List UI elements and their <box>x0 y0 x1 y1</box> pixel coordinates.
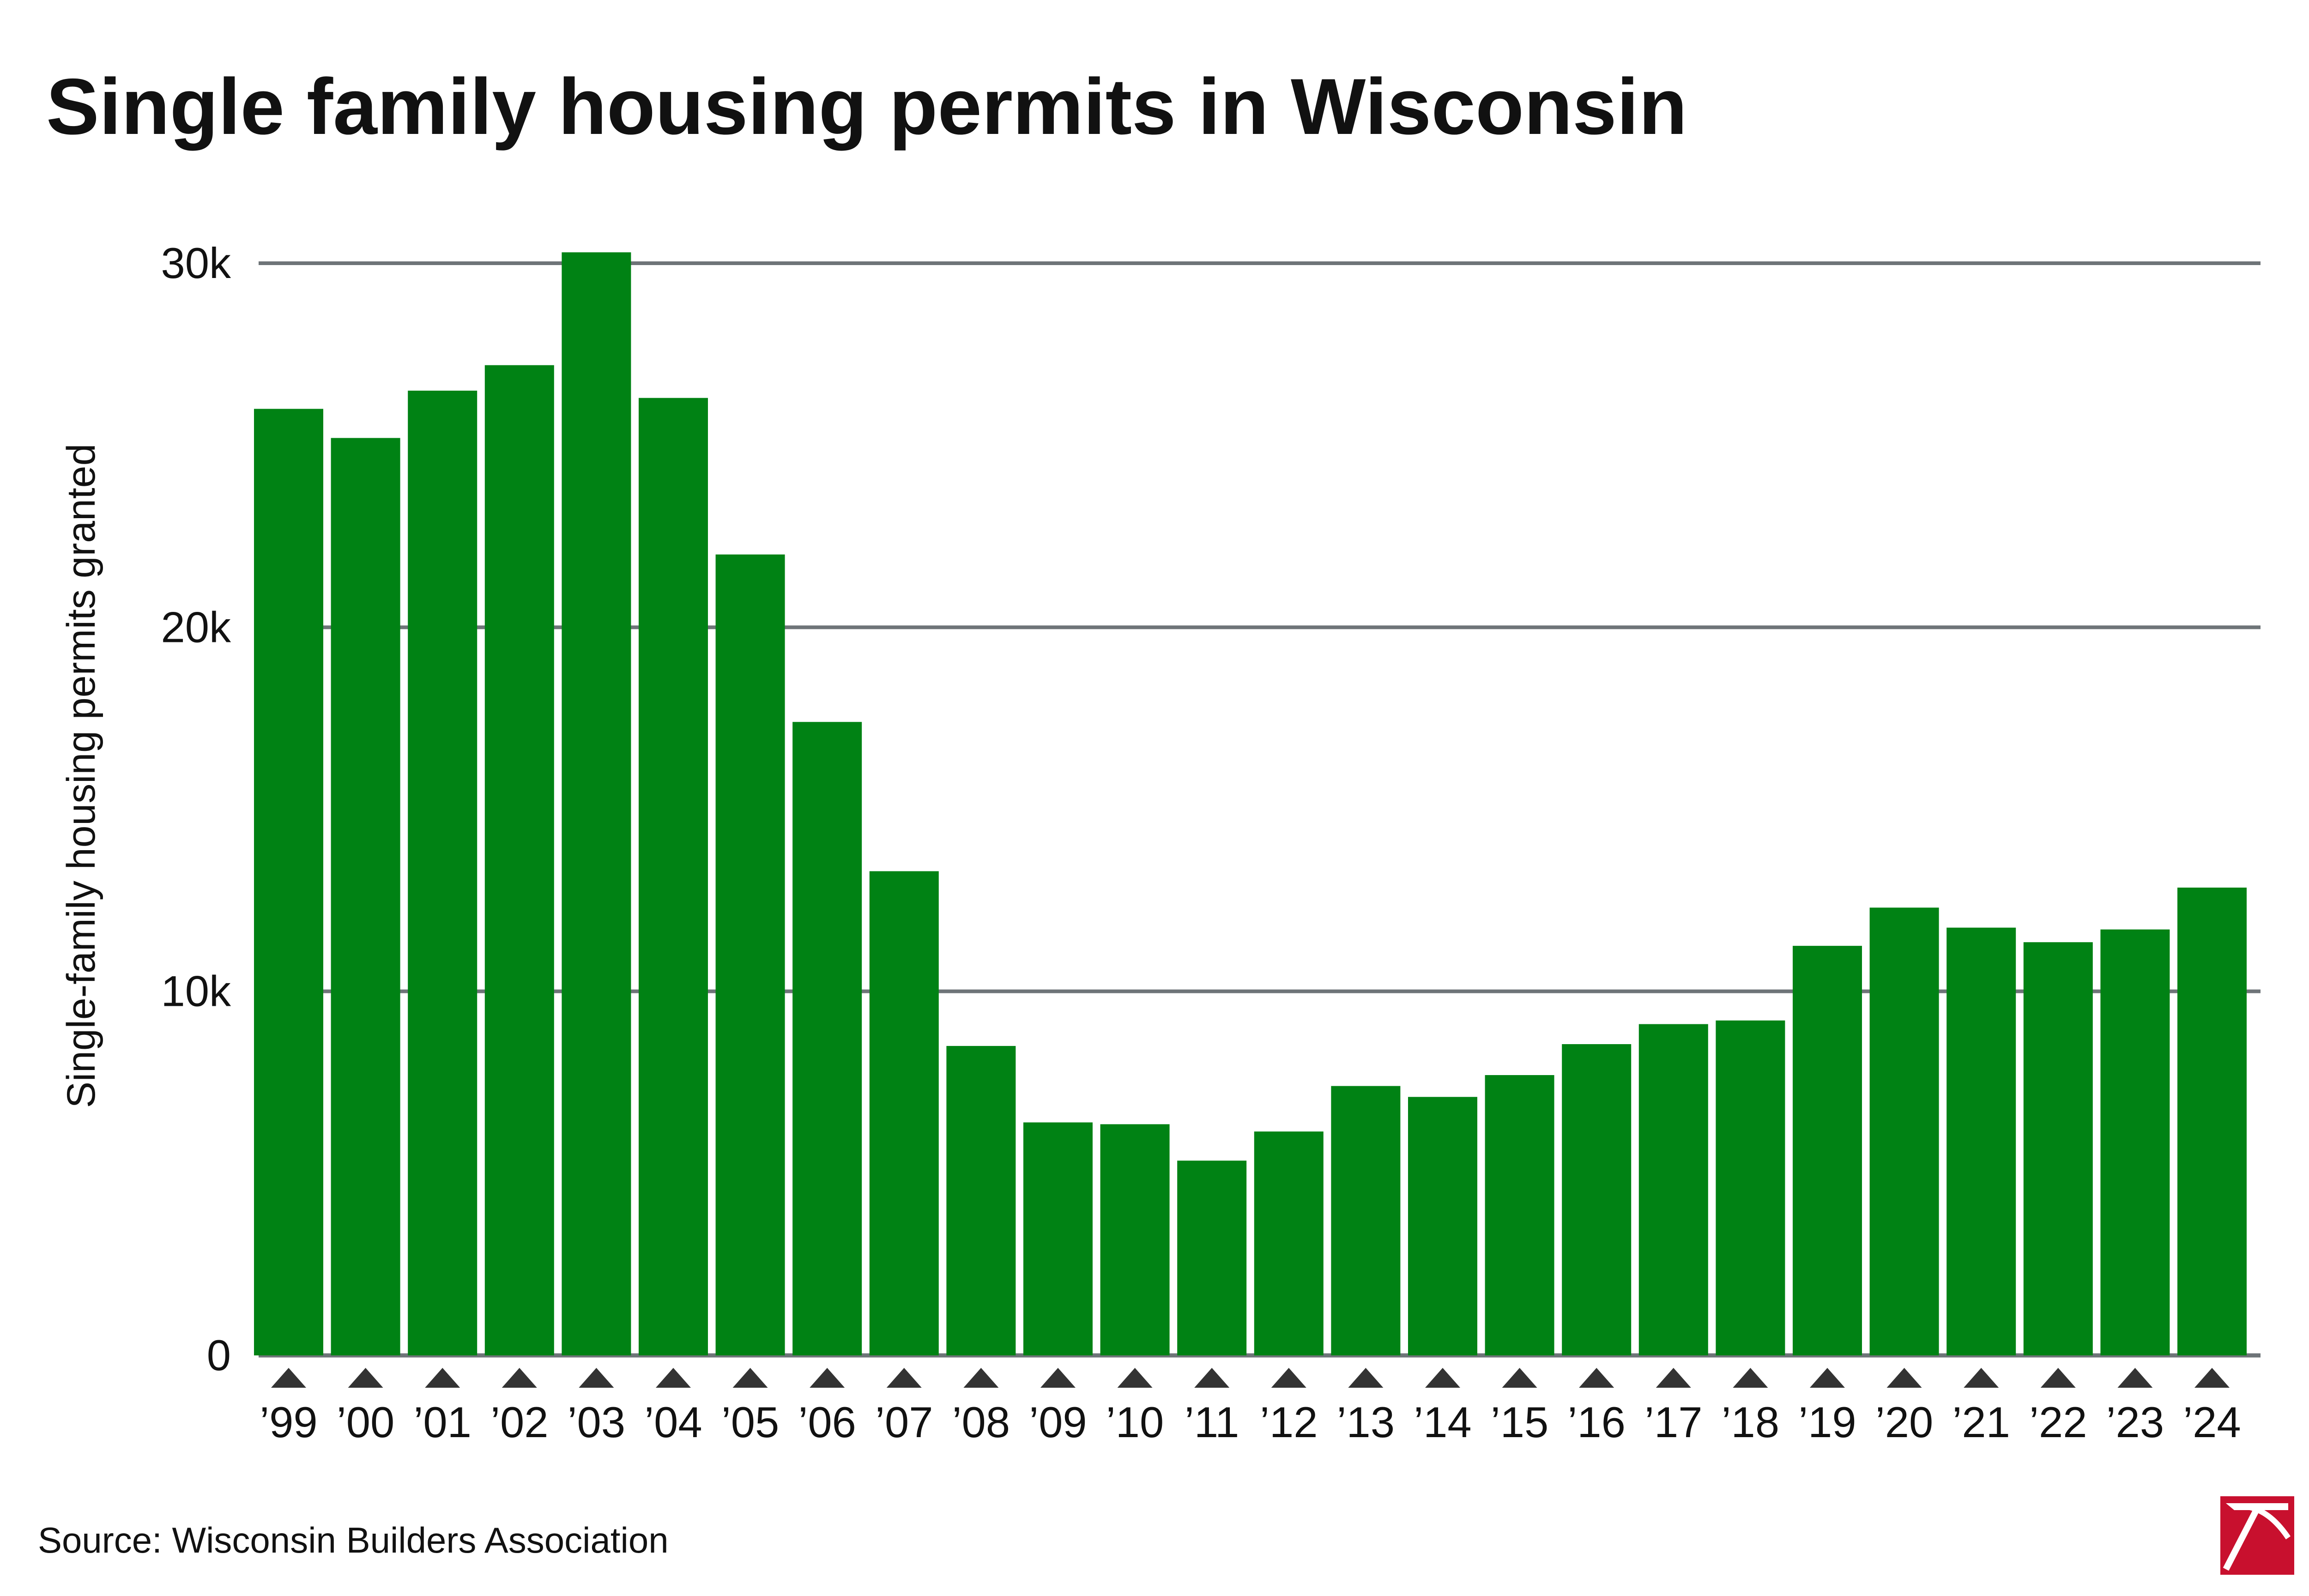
x-tick-label: ’21 <box>1952 1398 2010 1446</box>
x-tick-marker <box>1425 1368 1460 1388</box>
x-tick-label: ’24 <box>2183 1398 2241 1446</box>
x-tick-marker <box>1348 1368 1384 1388</box>
x-tick-label: ’19 <box>1798 1398 1856 1446</box>
x-tick-label: ’10 <box>1106 1398 1164 1446</box>
x-tick-marker <box>1656 1368 1691 1388</box>
bar <box>2100 929 2170 1355</box>
bar <box>562 252 631 1355</box>
bar <box>792 722 862 1355</box>
x-tick-label: ’12 <box>1260 1398 1318 1446</box>
x-tick-label: ’14 <box>1414 1398 1471 1446</box>
bar <box>946 1046 1016 1355</box>
x-tick-marker <box>1040 1368 1076 1388</box>
bar <box>1716 1020 1785 1355</box>
x-tick-label: ’06 <box>798 1398 856 1446</box>
bar <box>639 398 708 1355</box>
x-tick-label: ’15 <box>1491 1398 1548 1446</box>
bar <box>1869 907 1939 1355</box>
bar <box>1946 927 2016 1355</box>
x-tick-marker <box>1810 1368 1845 1388</box>
x-tick-marker <box>1964 1368 1999 1388</box>
logo-pick-handle <box>2223 1505 2261 1571</box>
x-tick-marker <box>271 1368 306 1388</box>
x-tick-marker <box>1502 1368 1537 1388</box>
x-tick-label: ’20 <box>1875 1398 1933 1446</box>
source-note: Source: Wisconsin Builders Association <box>38 1520 669 1560</box>
y-axis-label: Single-family housing permits granted <box>59 444 103 1108</box>
x-tick-label: ’23 <box>2106 1398 2164 1446</box>
x-tick-marker <box>502 1368 537 1388</box>
x-tick-marker <box>810 1368 845 1388</box>
bar <box>2023 942 2093 1355</box>
bar <box>2177 887 2247 1355</box>
x-tick-marker <box>1886 1368 1922 1388</box>
x-tick-label: ’08 <box>952 1398 1010 1446</box>
x-tick-label: ’11 <box>1185 1398 1239 1446</box>
x-tick-label: ’18 <box>1722 1398 1779 1446</box>
x-tick-marker <box>2040 1368 2076 1388</box>
x-tick-marker <box>886 1368 922 1388</box>
y-axis-tick-labels: 0 10k 20k 30k <box>161 239 231 1379</box>
x-tick-label: ’02 <box>490 1398 548 1446</box>
x-tick-label: ’09 <box>1029 1398 1087 1446</box>
y-tick-label: 10k <box>161 967 231 1016</box>
brand-logo <box>2220 1496 2294 1575</box>
x-tick-label: ’17 <box>1644 1398 1702 1446</box>
x-tick-marker <box>2194 1368 2230 1388</box>
x-tick-marker <box>1194 1368 1230 1388</box>
x-tick-label: ’00 <box>337 1398 394 1446</box>
x-tick-label: ’07 <box>875 1398 933 1446</box>
bar <box>1408 1097 1477 1355</box>
bar <box>1793 946 1862 1355</box>
bar <box>484 365 554 1355</box>
bar <box>408 390 478 1355</box>
bar <box>1177 1161 1247 1355</box>
x-tick-marker <box>1117 1368 1153 1388</box>
x-axis-tick-labels: ’99 ’00 ’01 ’02 ’03 ’04 ’05 ’06 ’07 ’08 ’09 ’10 ’11 ’… <box>260 1398 2241 1446</box>
x-axis-tick-markers <box>271 1368 2230 1388</box>
x-tick-label: ’01 <box>413 1398 471 1446</box>
bars <box>254 252 2247 1356</box>
x-tick-label: ’16 <box>1567 1398 1625 1446</box>
x-tick-label: ’05 <box>721 1398 779 1446</box>
bar <box>1331 1086 1401 1355</box>
x-tick-label: ’22 <box>2029 1398 2087 1446</box>
x-tick-marker <box>656 1368 691 1388</box>
bar <box>1100 1124 1170 1355</box>
bar <box>1638 1024 1708 1355</box>
x-tick-marker <box>425 1368 460 1388</box>
x-tick-marker <box>732 1368 768 1388</box>
bar <box>1485 1075 1554 1355</box>
bar <box>1023 1122 1093 1355</box>
bar <box>331 438 400 1355</box>
bar <box>1254 1131 1324 1355</box>
y-tick-label: 20k <box>161 603 231 651</box>
bar <box>1562 1044 1632 1355</box>
bar <box>715 554 785 1355</box>
x-tick-label: ’13 <box>1337 1398 1395 1446</box>
x-tick-label: ’99 <box>260 1398 317 1446</box>
x-tick-marker <box>579 1368 614 1388</box>
y-tick-label: 0 <box>207 1331 231 1379</box>
x-tick-marker <box>1271 1368 1306 1388</box>
x-tick-marker <box>348 1368 383 1388</box>
chart-title: Single family housing permits in Wiscons… <box>46 62 1687 151</box>
y-tick-label: 30k <box>161 239 231 287</box>
bar <box>869 871 939 1355</box>
bar <box>254 409 323 1356</box>
x-tick-marker <box>2117 1368 2153 1388</box>
x-tick-label: ’04 <box>644 1398 702 1446</box>
logo-pick-head <box>2234 1503 2291 1540</box>
x-tick-marker <box>1733 1368 1768 1388</box>
x-tick-label: ’03 <box>568 1398 625 1446</box>
x-tick-marker <box>963 1368 999 1388</box>
x-tick-marker <box>1579 1368 1614 1388</box>
